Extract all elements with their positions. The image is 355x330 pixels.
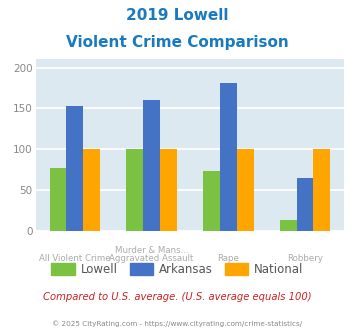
- Text: Murder & Mans...: Murder & Mans...: [115, 246, 188, 255]
- Bar: [280, 220, 296, 231]
- Bar: [143, 100, 160, 231]
- Bar: [160, 149, 177, 231]
- Bar: [50, 168, 66, 231]
- Text: Robbery: Robbery: [287, 254, 323, 263]
- Bar: [313, 149, 330, 231]
- Text: Aggravated Assault: Aggravated Assault: [109, 254, 194, 263]
- Bar: [66, 106, 83, 231]
- Bar: [126, 149, 143, 231]
- Text: Violent Crime Comparison: Violent Crime Comparison: [66, 35, 289, 50]
- Legend: Lowell, Arkansas, National: Lowell, Arkansas, National: [47, 258, 308, 281]
- Text: Rape: Rape: [217, 254, 239, 263]
- Bar: [83, 149, 100, 231]
- Text: © 2025 CityRating.com - https://www.cityrating.com/crime-statistics/: © 2025 CityRating.com - https://www.city…: [53, 320, 302, 327]
- Bar: [296, 178, 313, 231]
- Bar: [203, 171, 220, 231]
- Text: 2019 Lowell: 2019 Lowell: [126, 8, 229, 23]
- Text: Compared to U.S. average. (U.S. average equals 100): Compared to U.S. average. (U.S. average …: [43, 292, 312, 302]
- Bar: [220, 83, 237, 231]
- Text: All Violent Crime: All Violent Crime: [39, 254, 111, 263]
- Bar: [237, 149, 253, 231]
